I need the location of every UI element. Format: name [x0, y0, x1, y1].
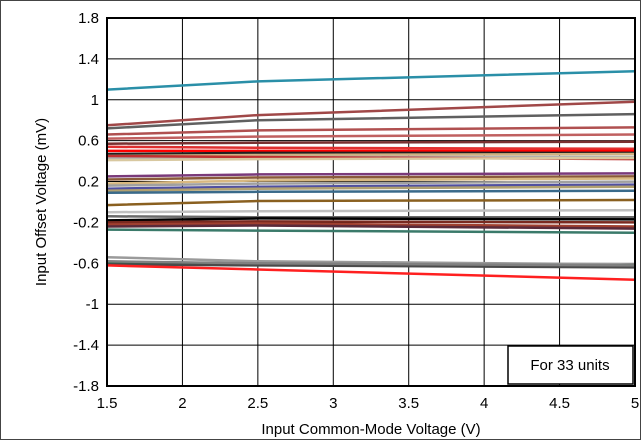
- series-lines: [106, 69, 636, 281]
- unit-series-line: [106, 133, 636, 140]
- unit-series-line: [106, 185, 636, 193]
- x-tick-label: 2: [178, 395, 186, 412]
- unit-series-line: [106, 255, 636, 266]
- unit-series-line: [106, 224, 636, 230]
- units-note-box: [507, 345, 634, 385]
- x-tick-label: 3: [329, 395, 337, 412]
- unit-series-line: [106, 180, 636, 187]
- unit-series-line: [106, 175, 636, 181]
- unit-series-line: [106, 151, 635, 156]
- x-tick-label: 4: [480, 395, 488, 412]
- x-tick-label: 4.5: [549, 395, 570, 412]
- unit-series-line: [106, 145, 636, 151]
- units-note-text: For 33 units: [530, 357, 609, 374]
- plot-border: [106, 17, 636, 387]
- y-tick-label: 1: [91, 92, 99, 109]
- unit-series-line: [106, 112, 636, 130]
- y-tick-label: 1.4: [78, 51, 99, 68]
- unit-series-line: [106, 198, 636, 207]
- unit-series-line: [106, 228, 636, 234]
- unit-series-line: [106, 156, 636, 162]
- y-tick-label: 1.8: [78, 10, 99, 27]
- y-tick-label: 0.2: [78, 174, 99, 191]
- unit-series-line: [106, 220, 636, 224]
- y-tick-label: -1: [86, 296, 99, 313]
- unit-series-line: [106, 208, 636, 214]
- y-tick-label: 0.6: [78, 133, 99, 150]
- unit-series-line: [106, 189, 636, 195]
- units-note: For 33 units: [507, 345, 634, 385]
- unit-series-line: [106, 140, 636, 145]
- x-tick-label: 2.5: [247, 395, 268, 412]
- y-tick-label: -0.2: [73, 214, 99, 231]
- unit-series-line: [106, 215, 635, 219]
- y-tick-label: -0.6: [73, 255, 99, 272]
- x-tick-label: 3.5: [398, 395, 419, 412]
- y-tick-label: -1.8: [73, 378, 99, 395]
- unit-series-line: [106, 260, 636, 267]
- unit-series-line: [106, 172, 636, 178]
- unit-series-line: [106, 126, 636, 136]
- y-tick-label: -1.4: [73, 337, 99, 354]
- y-tick-labels: 1.8 1.4 1 0.6 0.2 -0.2 -0.6 -1 -1.4 -1.8: [73, 10, 99, 395]
- x-axis-title: Input Common-Mode Voltage (V): [261, 421, 480, 438]
- x-tick-labels: 1.5 2 2.5 3 3.5 4 4.5 5: [97, 395, 640, 412]
- unit-series-line: [106, 177, 636, 185]
- x-tick-label: 1.5: [97, 395, 118, 412]
- unit-series-line: [106, 222, 636, 228]
- unit-series-line: [106, 263, 636, 269]
- x-tick-label: 5: [631, 395, 639, 412]
- unit-series-line: [106, 69, 636, 91]
- unit-series-line: [106, 100, 636, 127]
- unit-series-line: [106, 217, 636, 222]
- unit-series-line: [106, 183, 636, 190]
- y-axis-title: Input Offset Voltage (mV): [33, 118, 50, 286]
- unit-series-line: [106, 264, 636, 281]
